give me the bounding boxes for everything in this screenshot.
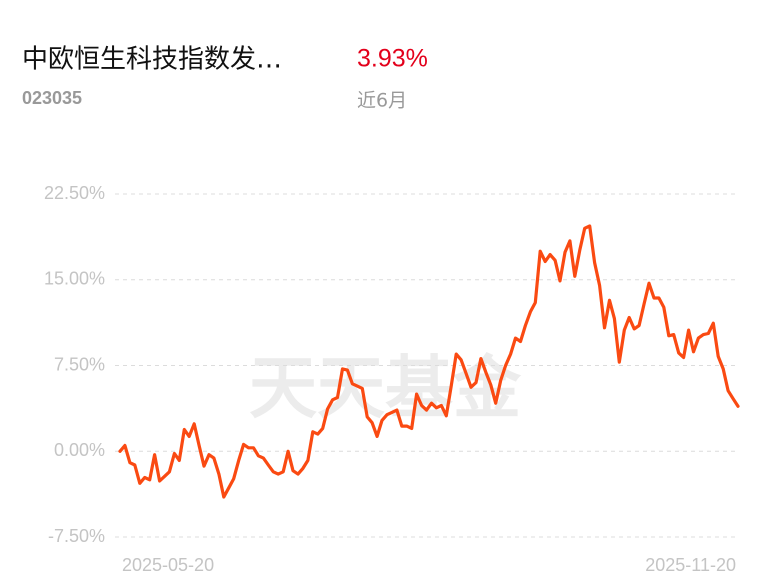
x-tick-label: 2025-11-20 [645, 555, 736, 575]
return-value: 3.93% [357, 45, 428, 73]
price-line [118, 224, 740, 499]
y-tick-label: 7.50% [54, 354, 105, 374]
period-label: 近6月 [357, 90, 407, 112]
x-tick-label: 2025-05-20 [122, 555, 214, 575]
y-tick-label: 15.00% [44, 269, 105, 289]
y-tick-label: 22.50% [44, 183, 105, 203]
fund-code: 023035 [22, 88, 82, 108]
y-tick-label: -7.50% [48, 526, 105, 546]
y-tick-label: 0.00% [54, 440, 105, 460]
fund-title: 中欧恒生科技指数发… [22, 45, 282, 75]
